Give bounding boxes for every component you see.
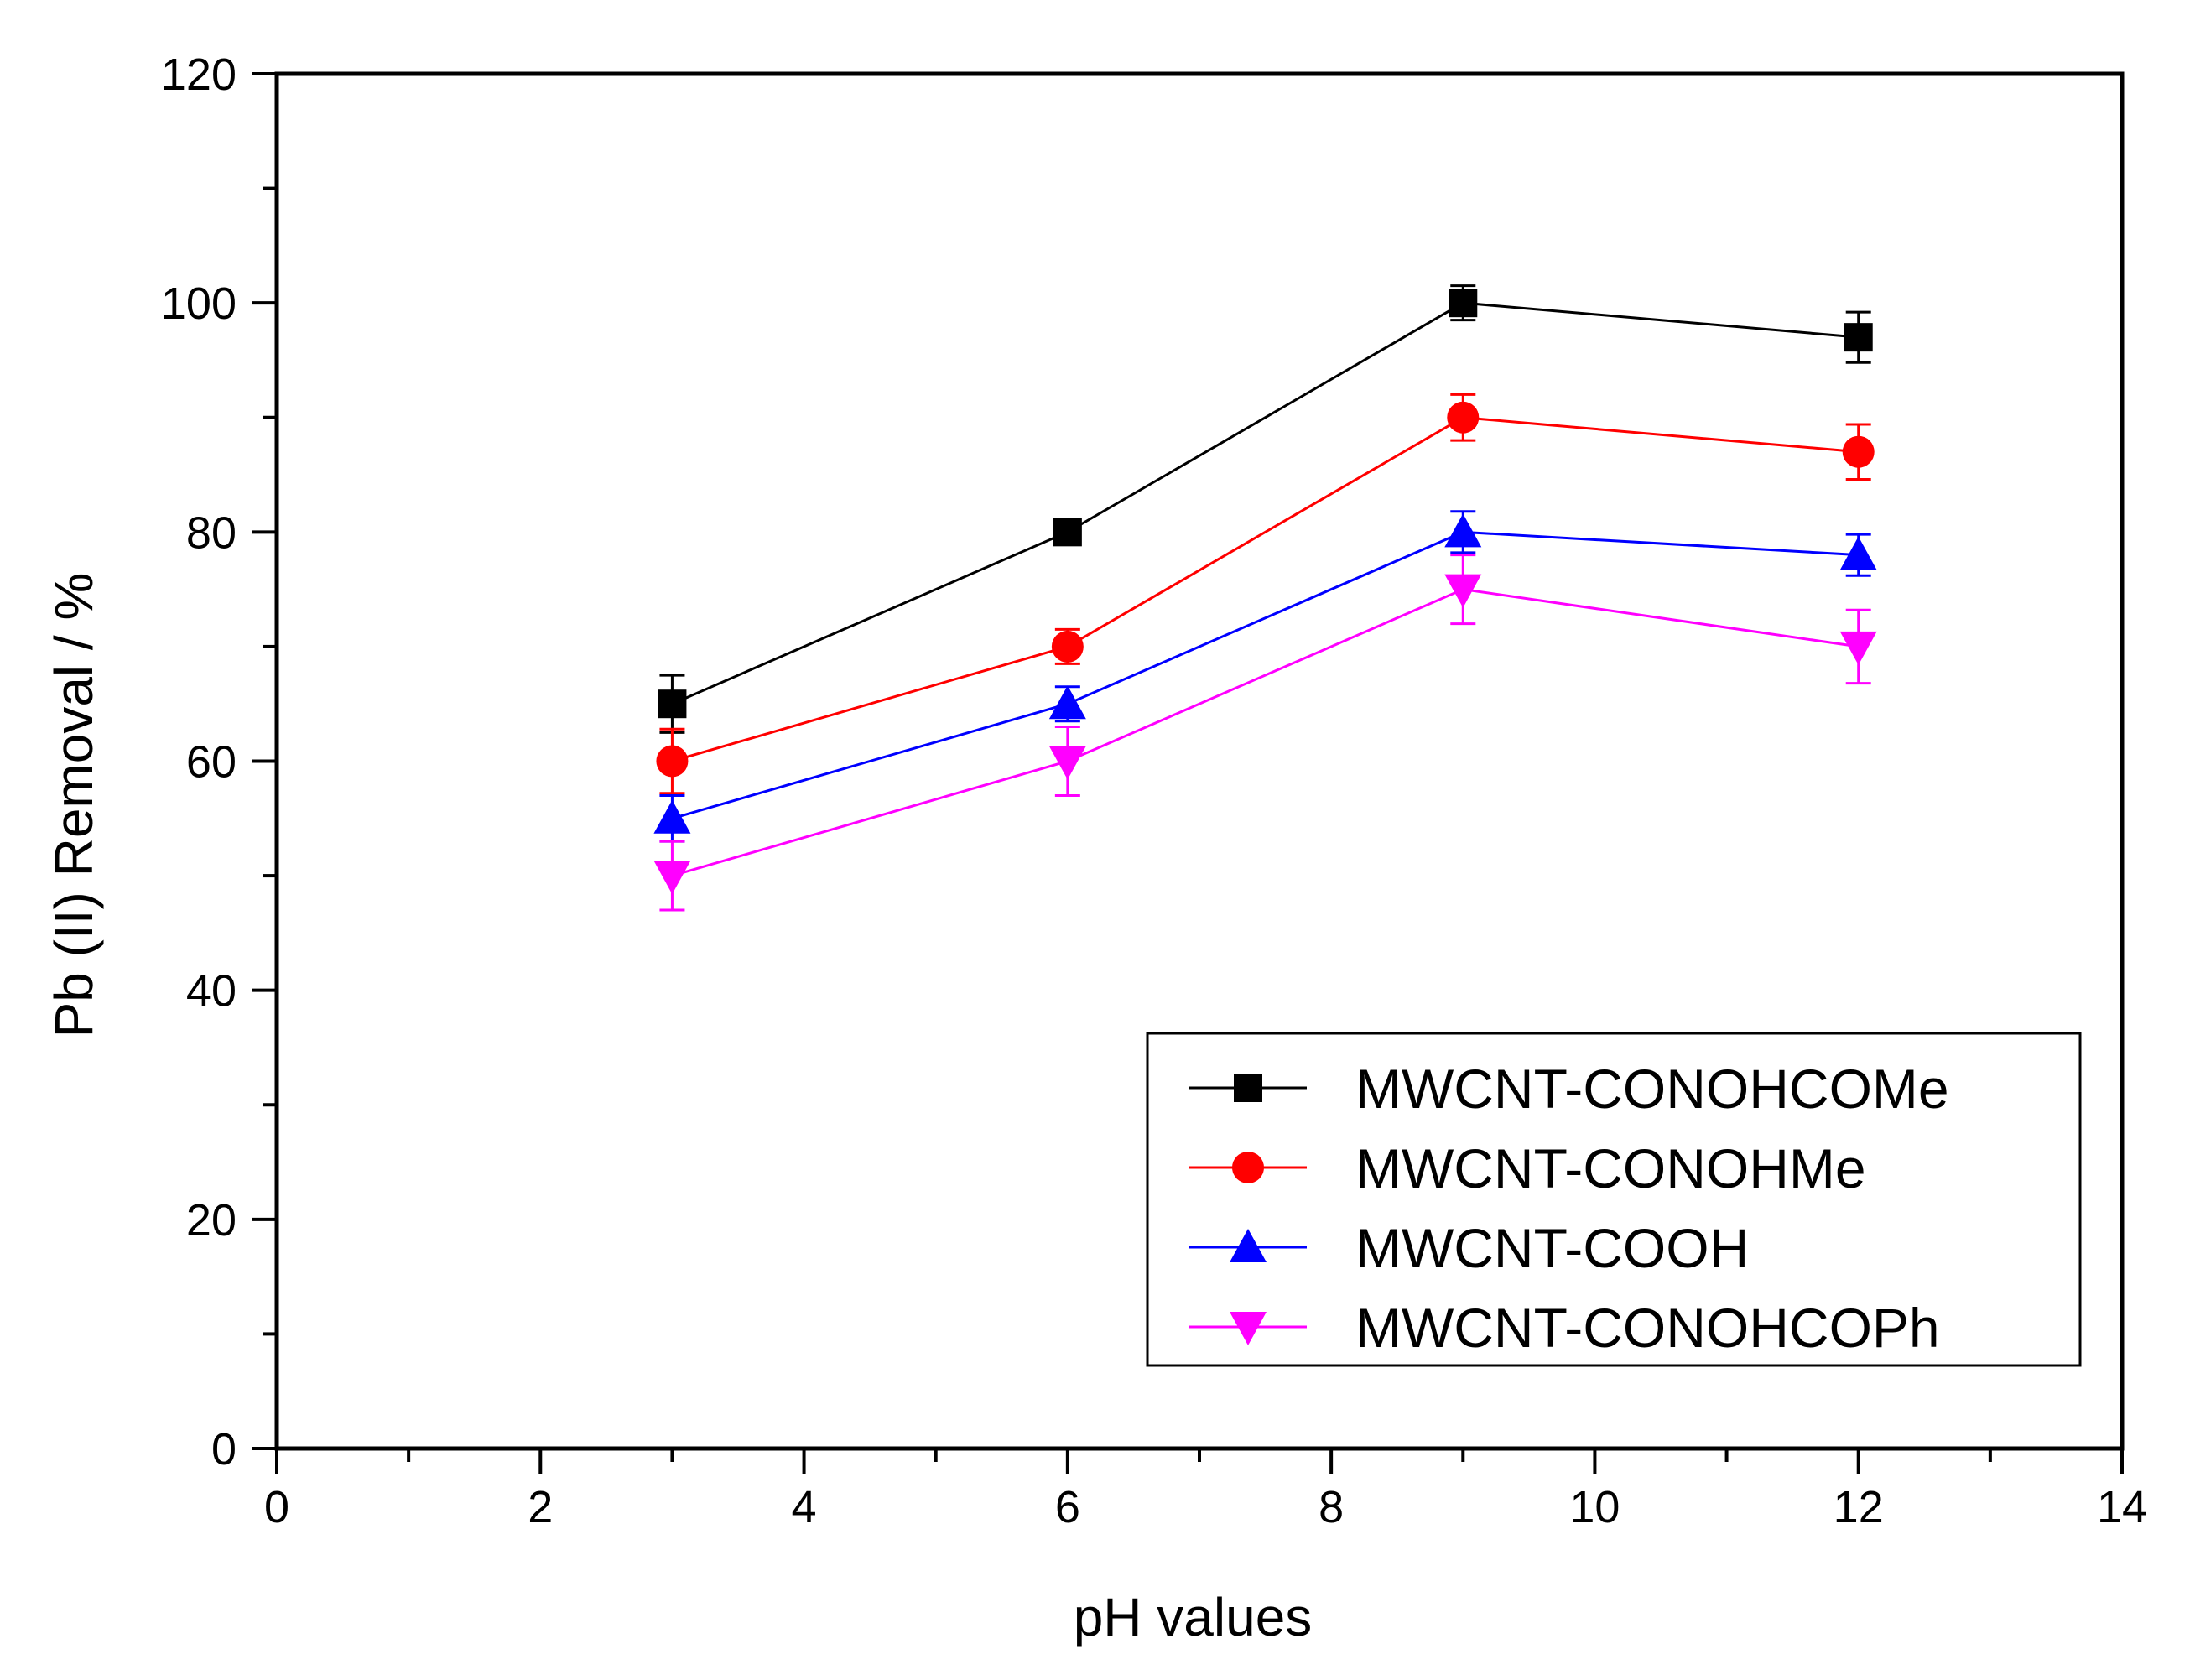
- data-point: [1449, 289, 1477, 317]
- data-point: [658, 689, 686, 718]
- legend: MWCNT-CONOHCOMe MWCNT-CONOHMe MWCNT-COOH MW…: [1147, 1033, 2080, 1365]
- data-point: [1844, 323, 1873, 351]
- x-axis-label: pH values: [1074, 1587, 1313, 1647]
- data-point: [656, 746, 688, 778]
- y-tick-label: 40: [186, 966, 237, 1017]
- y-tick-label: 0: [211, 1424, 237, 1475]
- x-tick-label: 4: [792, 1482, 817, 1532]
- y-tick-label: 80: [186, 507, 237, 558]
- data-point: [1843, 436, 1875, 468]
- chart-background: [0, 0, 2195, 1680]
- legend-label: MWCNT-CONOHCOMe: [1355, 1058, 1949, 1120]
- data-point: [1447, 402, 1479, 434]
- legend-label: MWCNT-CONOHCOPh: [1355, 1297, 1940, 1359]
- y-axis-label: Pb (II) Removal / %: [44, 573, 104, 1038]
- data-point: [1053, 518, 1082, 546]
- data-point: [1052, 631, 1084, 663]
- y-tick-label: 100: [161, 278, 237, 329]
- y-tick-label: 120: [161, 49, 237, 100]
- chart: 0 2 4 6 8 10 12 14 0 20 40 60 80 100 120 pH values Pb…: [0, 0, 2195, 1680]
- y-tick-label: 20: [186, 1195, 237, 1246]
- legend-label: MWCNT-CONOHMe: [1355, 1137, 1866, 1199]
- x-tick-label: 10: [1569, 1482, 1620, 1532]
- x-tick-label: 2: [528, 1482, 553, 1532]
- legend-marker: [1232, 1152, 1264, 1183]
- legend-marker: [1234, 1074, 1262, 1102]
- x-tick-label: 14: [2097, 1482, 2147, 1532]
- legend-label: MWCNT-COOH: [1355, 1217, 1749, 1279]
- x-tick-label: 6: [1055, 1482, 1080, 1532]
- x-tick-label: 12: [1834, 1482, 1884, 1532]
- x-tick-label: 0: [264, 1482, 289, 1532]
- y-tick-label: 60: [186, 737, 237, 788]
- x-tick-label: 8: [1319, 1482, 1344, 1532]
